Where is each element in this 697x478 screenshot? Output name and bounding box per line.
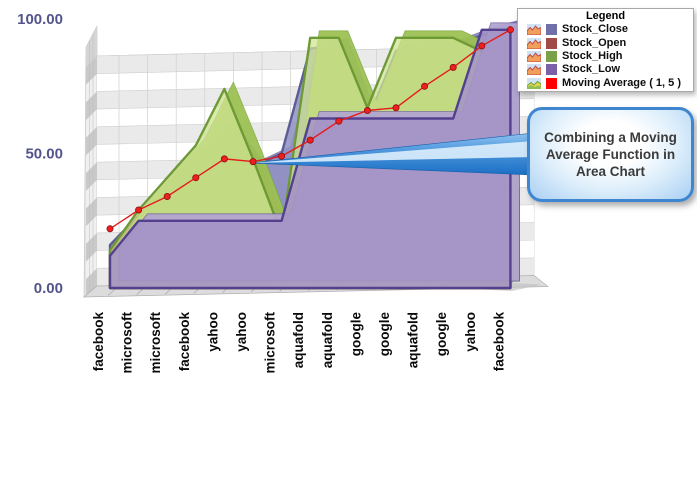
area-chart-icon xyxy=(527,37,541,49)
callout-text-line: Combining a Moving xyxy=(544,130,677,145)
callout-tail xyxy=(249,132,535,176)
x-axis-label: microsoft xyxy=(148,312,163,374)
legend-item-stock-low: Stock_Low xyxy=(518,63,693,76)
area-chart-icon xyxy=(527,24,541,36)
legend-box: Legend Stock_Close Stock_Open Stock_High St… xyxy=(517,8,694,92)
moving-average-marker xyxy=(363,107,371,115)
moving-average-marker xyxy=(306,136,314,144)
moving-average-marker xyxy=(163,192,171,200)
moving-average-marker xyxy=(506,26,514,34)
x-axis-label: google xyxy=(377,312,392,357)
moving-average-marker xyxy=(135,206,143,214)
area-chart-alt-icon xyxy=(527,77,541,89)
legend-items: Stock_Close Stock_Open Stock_High Stock_Low… xyxy=(518,23,693,90)
legend-swatch xyxy=(546,24,557,36)
x-axis-label: facebook xyxy=(177,312,192,372)
chart-side-wall xyxy=(83,25,98,298)
x-axis-label: aquafold xyxy=(291,312,306,368)
moving-average-marker xyxy=(449,63,457,71)
legend-title: Legend xyxy=(585,10,626,22)
legend-item-label: Stock_High xyxy=(562,49,623,62)
moving-average-marker xyxy=(421,82,429,90)
x-axis-label: microsoft xyxy=(120,312,135,374)
x-axis-label: microsoft xyxy=(263,312,278,374)
legend-swatch xyxy=(546,64,557,76)
x-axis-label: facebook xyxy=(91,312,106,372)
legend-swatch xyxy=(546,50,557,62)
moving-average-series xyxy=(106,26,514,233)
legend-swatch xyxy=(546,77,557,89)
moving-average-marker xyxy=(192,174,200,182)
x-axis-label: google xyxy=(348,312,363,357)
x-axis-label: aquafold xyxy=(320,312,335,368)
moving-average-marker xyxy=(392,104,400,112)
legend-swatch xyxy=(546,37,557,49)
legend-item-stock-close: Stock_Close xyxy=(518,23,693,36)
legend-item-moving-average-1-5: Moving Average ( 1, 5 ) xyxy=(518,77,693,90)
x-axis-label: yahoo xyxy=(234,312,249,352)
y-axis-labels: 100.00 50.00 0.00 xyxy=(17,11,63,297)
legend-item-stock-high: Stock_High xyxy=(518,50,693,63)
moving-average-marker xyxy=(220,155,228,163)
x-axis-label: aquafold xyxy=(406,312,421,368)
area-chart-icon xyxy=(527,50,541,62)
x-axis-label: yahoo xyxy=(205,312,220,352)
callout-bubble: Combining a Moving Average Function in A… xyxy=(527,107,694,202)
y-axis-label: 0.00 xyxy=(34,280,63,297)
x-axis-labels: facebook microsoft microsoft facebook yahoo y… xyxy=(91,312,506,374)
y-axis-label: 100.00 xyxy=(17,11,63,28)
callout-text-line: Area Chart xyxy=(575,164,646,179)
moving-average-marker xyxy=(278,152,286,160)
moving-average-marker xyxy=(106,225,114,233)
x-axis-label: yahoo xyxy=(463,312,478,352)
y-axis-label: 50.00 xyxy=(25,146,63,163)
legend-item-label: Stock_Close xyxy=(562,23,629,36)
moving-average-marker xyxy=(478,42,486,50)
callout-text-line: Average Function in xyxy=(545,147,676,162)
area-chart-icon xyxy=(527,64,541,76)
legend-item-label: Moving Average ( 1, 5 ) xyxy=(562,76,681,89)
legend-item-label: Stock_Low xyxy=(562,63,621,76)
moving-average-marker xyxy=(335,117,343,125)
moving-average-marker xyxy=(249,158,257,166)
x-axis-label: google xyxy=(434,312,449,357)
x-axis-label: facebook xyxy=(491,312,506,372)
legend-item-stock-open: Stock_Open xyxy=(518,36,693,49)
legend-item-label: Stock_Open xyxy=(562,36,627,49)
